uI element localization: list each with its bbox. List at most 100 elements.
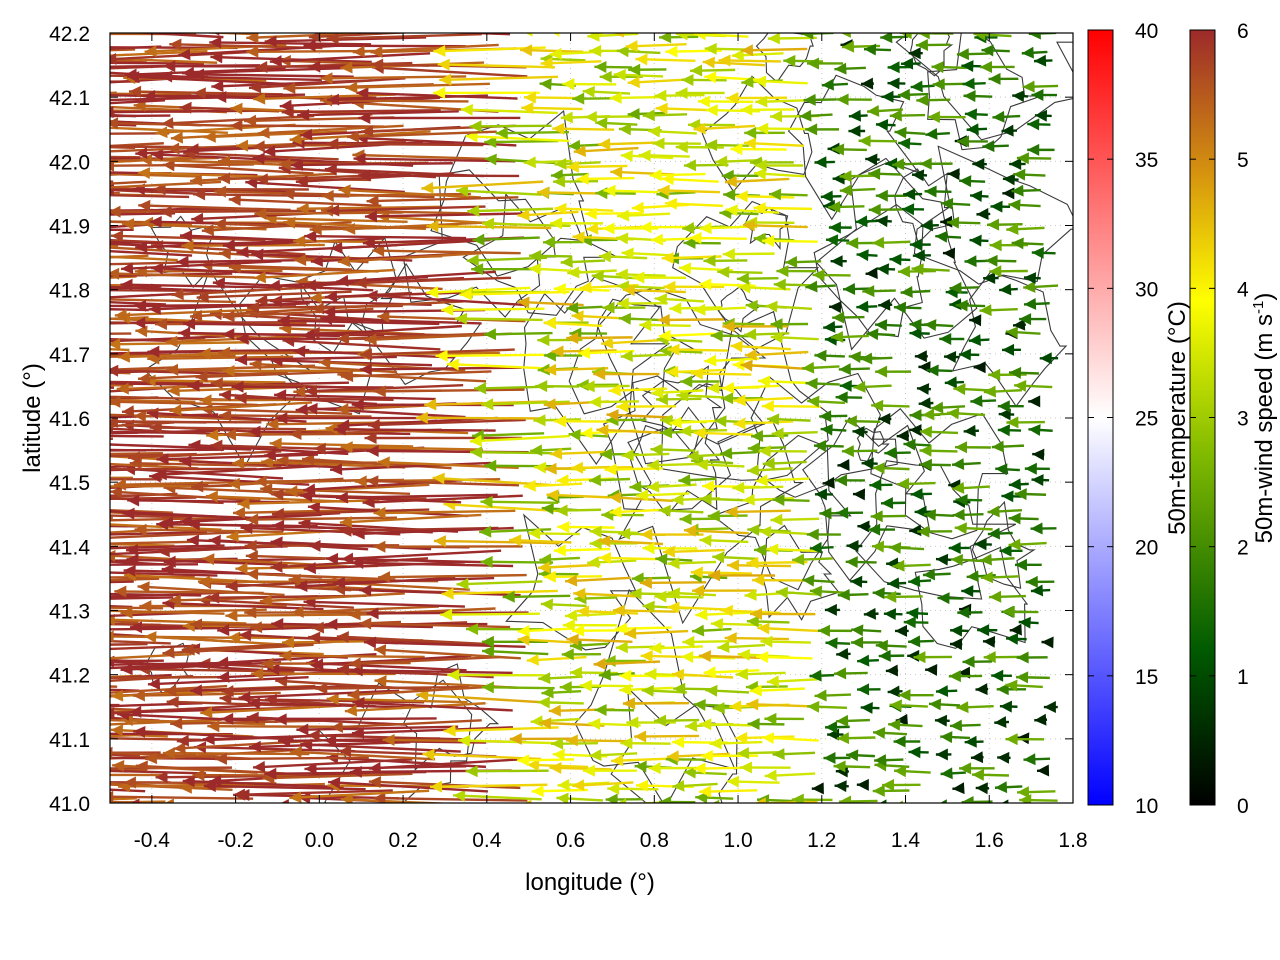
- wind-vector-head: [218, 346, 231, 359]
- wind-vector-head: [683, 766, 696, 779]
- wind-vector: [343, 221, 488, 231]
- wind-vector-head: [213, 218, 226, 230]
- wind-vector-head: [658, 329, 671, 342]
- wind-vector-head: [110, 364, 119, 377]
- wind-vector-head: [989, 265, 1002, 278]
- wind-vector-head: [368, 761, 382, 774]
- wind-vector-head: [121, 262, 134, 275]
- wind-vector-head: [556, 792, 569, 803]
- wind-vector-head: [261, 456, 274, 469]
- wind-vector-head: [969, 314, 982, 327]
- wind-vector-head: [6, 278, 18, 290]
- wind-vector-head: [695, 608, 708, 621]
- wind-vector-head: [211, 80, 224, 93]
- wind-vector-head: [110, 746, 113, 759]
- wind-vector-head: [884, 446, 897, 459]
- wind-vector-head: [715, 155, 728, 168]
- wind-vector-head: [15, 632, 27, 644]
- wind-vector-head: [783, 54, 796, 67]
- wind-vector-head: [888, 718, 901, 731]
- wind-vector-head: [865, 153, 878, 166]
- wind-vector-head: [193, 188, 206, 201]
- wind-vector-head: [767, 33, 780, 45]
- wind-vector-head: [693, 762, 706, 775]
- wind-vector-head: [228, 193, 241, 206]
- wind-vector: [230, 124, 385, 128]
- wind-vector-head: [887, 685, 900, 698]
- wind-vector-head: [31, 612, 43, 624]
- wind-vector-head: [1016, 152, 1029, 165]
- wind-vector-head: [892, 158, 905, 171]
- wind-vector: [110, 514, 193, 519]
- wind-vector-head: [838, 363, 851, 376]
- wind-vector-head: [648, 762, 661, 775]
- wind-vector: [110, 298, 236, 304]
- wind-vector-head: [537, 696, 550, 709]
- wind-vector-head: [272, 519, 285, 532]
- wind-vector-head: [829, 301, 842, 314]
- wind-vector-head: [0, 675, 10, 687]
- wind-vector-head: [874, 754, 887, 767]
- wind-vector-head: [541, 686, 554, 699]
- wind-vector: [415, 416, 540, 420]
- wind-vector-head: [35, 310, 47, 322]
- wind-vector-head: [41, 702, 53, 714]
- wind-vector: [169, 401, 313, 413]
- wind-vector-head: [373, 540, 386, 553]
- wind-vector-head: [959, 762, 972, 775]
- wind-vector-head: [693, 33, 706, 41]
- wind-vector-head: [311, 658, 324, 671]
- wind-vector-head: [192, 19, 204, 31]
- wind-vector-head: [553, 283, 566, 296]
- wind-vector-head: [979, 553, 992, 566]
- wind-vector-head: [878, 412, 891, 425]
- wind-vector-head: [718, 54, 731, 67]
- wind-vector-head: [750, 430, 764, 443]
- wind-vector-head: [364, 636, 377, 649]
- wind-vector-head: [71, 752, 83, 764]
- wind-vector-head: [37, 508, 49, 520]
- wind-vector-head: [586, 222, 599, 235]
- wind-vector-head: [1019, 313, 1032, 326]
- wind-vector-head: [903, 188, 916, 201]
- wind-vector-head: [642, 542, 655, 555]
- wind-vector: [282, 339, 441, 351]
- wind-vector: [262, 772, 413, 780]
- wind-vector-head: [655, 393, 668, 406]
- wind-vector-head: [655, 553, 668, 566]
- wind-vector-head: [236, 246, 249, 258]
- wind-vector-head: [121, 405, 135, 418]
- wind-vector-head: [502, 590, 515, 603]
- wind-vector: [519, 805, 582, 806]
- wind-vector-head: [39, 587, 51, 599]
- wind-vector-head: [928, 698, 942, 711]
- wind-vector-head: [730, 340, 743, 353]
- wind-vector-head: [0, 707, 11, 719]
- terrain-contour: [761, 524, 840, 621]
- wind-vectors: [0, 19, 1059, 806]
- wind-vector-head: [327, 93, 340, 106]
- wind-vector-head: [871, 540, 885, 553]
- wind-vector-head: [1043, 701, 1056, 714]
- wind-vector-head: [589, 44, 602, 57]
- wind-vector-head: [430, 780, 443, 793]
- wind-vector-head: [22, 187, 34, 199]
- wind-vector-head: [935, 230, 948, 243]
- wind-vector-head: [163, 555, 176, 568]
- wind-vector-head: [135, 241, 148, 253]
- wind-vector-head: [925, 128, 938, 140]
- wind-vector-head: [961, 60, 974, 73]
- wind-vector-head: [254, 207, 267, 220]
- wind-vector-head: [943, 351, 957, 363]
- wind-vector-head: [923, 508, 936, 521]
- wind-vector: [335, 493, 498, 499]
- wind-vector-head: [737, 648, 751, 661]
- wind-vector-head: [722, 248, 735, 261]
- wind-vector-head: [1001, 799, 1009, 803]
- wind-vector-head: [1017, 786, 1030, 799]
- wind-vector-head: [6, 473, 18, 485]
- wind-vector-head: [73, 52, 85, 64]
- wind-vector-head: [139, 600, 152, 613]
- wind-vector-head: [769, 188, 782, 201]
